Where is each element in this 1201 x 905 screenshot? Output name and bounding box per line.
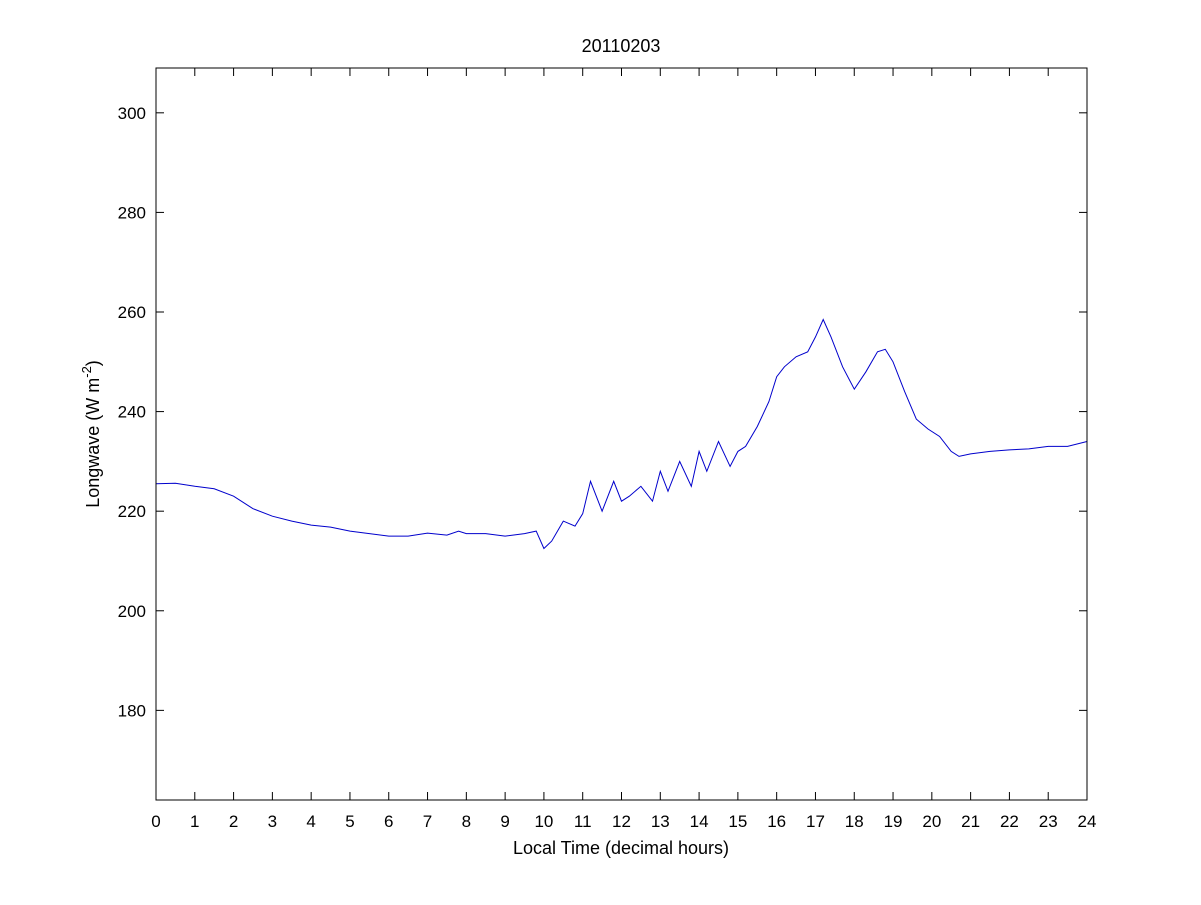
x-tick-label: 3 bbox=[268, 812, 277, 831]
x-tick-label: 2 bbox=[229, 812, 238, 831]
x-tick-label: 1 bbox=[190, 812, 199, 831]
x-tick-label: 22 bbox=[1000, 812, 1019, 831]
y-axis-label-exponent: -2 bbox=[79, 366, 94, 378]
x-tick-label: 10 bbox=[534, 812, 553, 831]
y-tick-label: 280 bbox=[118, 203, 146, 222]
x-axis-label: Local Time (decimal hours) bbox=[513, 838, 729, 858]
x-tick-label: 5 bbox=[345, 812, 354, 831]
y-tick-label: 180 bbox=[118, 701, 146, 720]
y-axis-label: Longwave (W m-2) bbox=[79, 360, 103, 508]
y-axis-label-close: ) bbox=[83, 360, 103, 366]
y-tick-label: 220 bbox=[118, 502, 146, 521]
x-tick-label: 6 bbox=[384, 812, 393, 831]
y-tick-label: 300 bbox=[118, 104, 146, 123]
x-tick-label: 16 bbox=[767, 812, 786, 831]
x-tick-label: 19 bbox=[884, 812, 903, 831]
x-tick-label: 18 bbox=[845, 812, 864, 831]
x-tick-label: 11 bbox=[574, 812, 592, 831]
x-tick-label: 4 bbox=[306, 812, 315, 831]
x-tick-label: 0 bbox=[151, 812, 160, 831]
y-tick-label: 200 bbox=[118, 602, 146, 621]
x-tick-label: 17 bbox=[806, 812, 825, 831]
x-tick-label: 9 bbox=[500, 812, 509, 831]
x-tick-label: 24 bbox=[1078, 812, 1097, 831]
x-tick-label: 15 bbox=[728, 812, 747, 831]
y-tick-label: 260 bbox=[118, 303, 146, 322]
axes-frame bbox=[155, 67, 1088, 801]
x-axis-ticks: 0 1 2 3 4 5 6 7 8 9 10 11 12 13 14 15 16 17 18 19 20 21 22 23 24 bbox=[151, 68, 1096, 831]
x-tick-label: 8 bbox=[462, 812, 471, 831]
longwave-series-line bbox=[155, 318, 1088, 550]
x-tick-label: 20 bbox=[922, 812, 941, 831]
y-axis-ticks: 180 200 220 240 260 280 300 bbox=[118, 104, 1087, 720]
x-tick-label: 23 bbox=[1039, 812, 1058, 831]
x-tick-label: 14 bbox=[690, 812, 709, 831]
plot-area bbox=[155, 67, 1088, 801]
x-tick-label: 7 bbox=[423, 812, 432, 831]
y-tick-label: 240 bbox=[118, 403, 146, 422]
x-tick-label: 12 bbox=[612, 812, 631, 831]
y-axis-label-base: Longwave (W m bbox=[83, 378, 103, 508]
x-tick-label: 13 bbox=[651, 812, 670, 831]
x-tick-label: 21 bbox=[961, 812, 980, 831]
chart-title: 20110203 bbox=[582, 36, 661, 56]
